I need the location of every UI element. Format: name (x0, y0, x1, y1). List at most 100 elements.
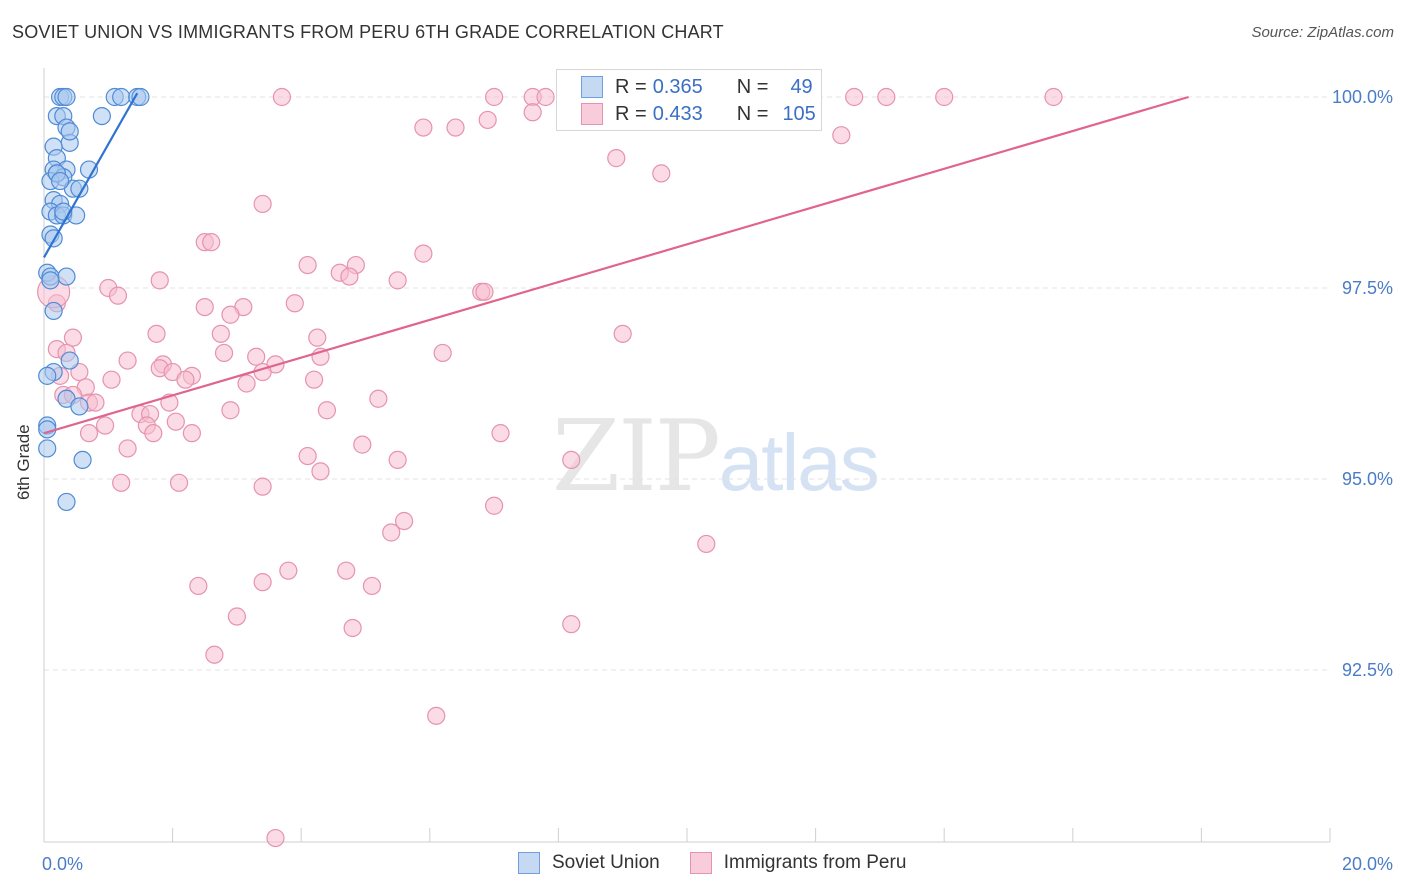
soviet-point-33 (60, 351, 79, 370)
soviet-point-32 (44, 301, 63, 321)
legend-swatch-soviet (581, 76, 603, 98)
peru-point-90 (394, 511, 414, 531)
legend-row-peru: R = 0.433 N = 105 (581, 101, 816, 127)
peru-point-78 (491, 424, 510, 443)
peru-point-60 (176, 370, 195, 389)
bottom-legend-soviet: Soviet Union (518, 852, 660, 874)
soviet-point-4 (112, 87, 131, 107)
bottom-legend-swatch-soviet (518, 852, 540, 874)
peru-point-93 (337, 561, 356, 580)
peru-point-77 (144, 424, 163, 443)
y-tick-label-3: 100.0% (1332, 87, 1393, 107)
peru-point-92 (697, 534, 716, 554)
peru-point-16 (832, 126, 851, 145)
peru-point-101 (205, 645, 224, 664)
legend-peru-n-label: N = (736, 102, 769, 125)
peru-point-70 (317, 401, 337, 420)
peru-point-13 (478, 110, 497, 130)
watermark-atlas: atlas (718, 418, 880, 507)
peru-point-11 (1044, 87, 1063, 107)
peru-point-83 (388, 450, 407, 469)
bottom-legend-peru: Immigrants from Peru (689, 852, 907, 874)
soviet-point-2 (57, 87, 76, 107)
soviet-trend-line (43, 92, 139, 258)
peru-point-18 (652, 164, 671, 183)
bottom-legend: Soviet Union Immigrants from Peru (518, 852, 936, 874)
peru-point-96 (189, 576, 208, 596)
y-tick-label-0: 92.5% (1342, 660, 1393, 680)
peru-point-38 (613, 324, 632, 343)
peru-trend-line (43, 95, 1189, 435)
x-tick-label-0: 0.0% (42, 854, 83, 874)
peru-point-8 (845, 87, 864, 107)
bottom-legend-soviet-label: Soviet Union (552, 852, 660, 873)
peru-point-17 (607, 149, 626, 168)
peru-point-79 (182, 424, 201, 443)
peru-point-73 (166, 412, 185, 431)
peru-point-99 (562, 615, 581, 634)
soviet-point-31 (57, 267, 76, 286)
soviet-point-9 (92, 106, 111, 126)
peru-points (37, 87, 1063, 848)
legend-soviet-r-value: 0.365 (652, 75, 703, 98)
peru-point-26 (340, 267, 359, 286)
peru-point-3 (536, 87, 555, 107)
peru-point-46 (433, 343, 452, 363)
legend-peru-r-value: 0.433 (652, 102, 703, 125)
legend-swatch-peru (581, 103, 603, 125)
peru-point-91 (382, 523, 401, 542)
peru-point-82 (298, 446, 317, 466)
legend-soviet-n-value: 49 (790, 75, 813, 98)
peru-point-85 (311, 462, 330, 481)
peru-point-84 (562, 450, 581, 469)
peru-point-103 (266, 828, 285, 848)
peru-point-15 (446, 118, 465, 137)
peru-point-89 (485, 496, 504, 515)
bottom-legend-peru-label: Immigrants from Peru (723, 852, 907, 873)
chart-source: Source: ZipAtlas.com (1251, 24, 1394, 41)
peru-point-94 (279, 561, 298, 580)
peru-point-22 (414, 244, 433, 263)
trend-lines (43, 92, 1189, 435)
bottom-legend-swatch-peru (689, 852, 712, 874)
legend-peru-n-value: 105 (782, 102, 816, 125)
soviet-point-41 (57, 492, 76, 512)
y-tick-label-1: 95.0% (1342, 469, 1393, 489)
grid-lines (44, 96, 1330, 671)
peru-point-86 (112, 473, 131, 492)
peru-point-28 (150, 271, 169, 290)
soviet-point-35 (38, 366, 57, 385)
soviet-point-6 (131, 87, 150, 107)
peru-point-61 (237, 374, 256, 393)
watermark: ZIPatlas (552, 400, 880, 514)
legend-soviet-n-label: N = (736, 75, 769, 98)
peru-point-33 (285, 294, 304, 313)
peru-point-39 (63, 328, 83, 347)
peru-point-100 (343, 618, 362, 638)
peru-point-19 (253, 194, 272, 214)
peru-point-21 (202, 233, 221, 252)
soviet-point-40 (73, 450, 92, 469)
y-tick-label-2: 97.5% (1342, 278, 1393, 298)
peru-point-98 (227, 607, 246, 626)
soviet-point-48 (60, 122, 79, 141)
peru-point-41 (211, 324, 230, 343)
peru-point-14 (414, 118, 433, 137)
peru-point-10 (935, 87, 954, 107)
peru-point-12 (523, 103, 542, 122)
peru-point-34 (195, 298, 214, 317)
peru-point-32 (108, 286, 128, 305)
soviet-point-39 (38, 439, 57, 458)
tick-labels: 92.5% 95.0% 97.5% 100.0% 0.0% 20.0% (42, 87, 1393, 874)
peru-point-27 (388, 271, 407, 290)
peru-point-36 (221, 305, 240, 324)
peru-point-76 (79, 424, 99, 443)
peru-point-88 (253, 477, 272, 496)
peru-point-40 (147, 324, 166, 343)
peru-point-97 (362, 576, 382, 596)
peru-point-87 (169, 473, 189, 492)
peru-point-9 (877, 87, 896, 107)
soviet-point-43 (50, 171, 70, 191)
watermark-zip: ZIP (552, 400, 721, 514)
